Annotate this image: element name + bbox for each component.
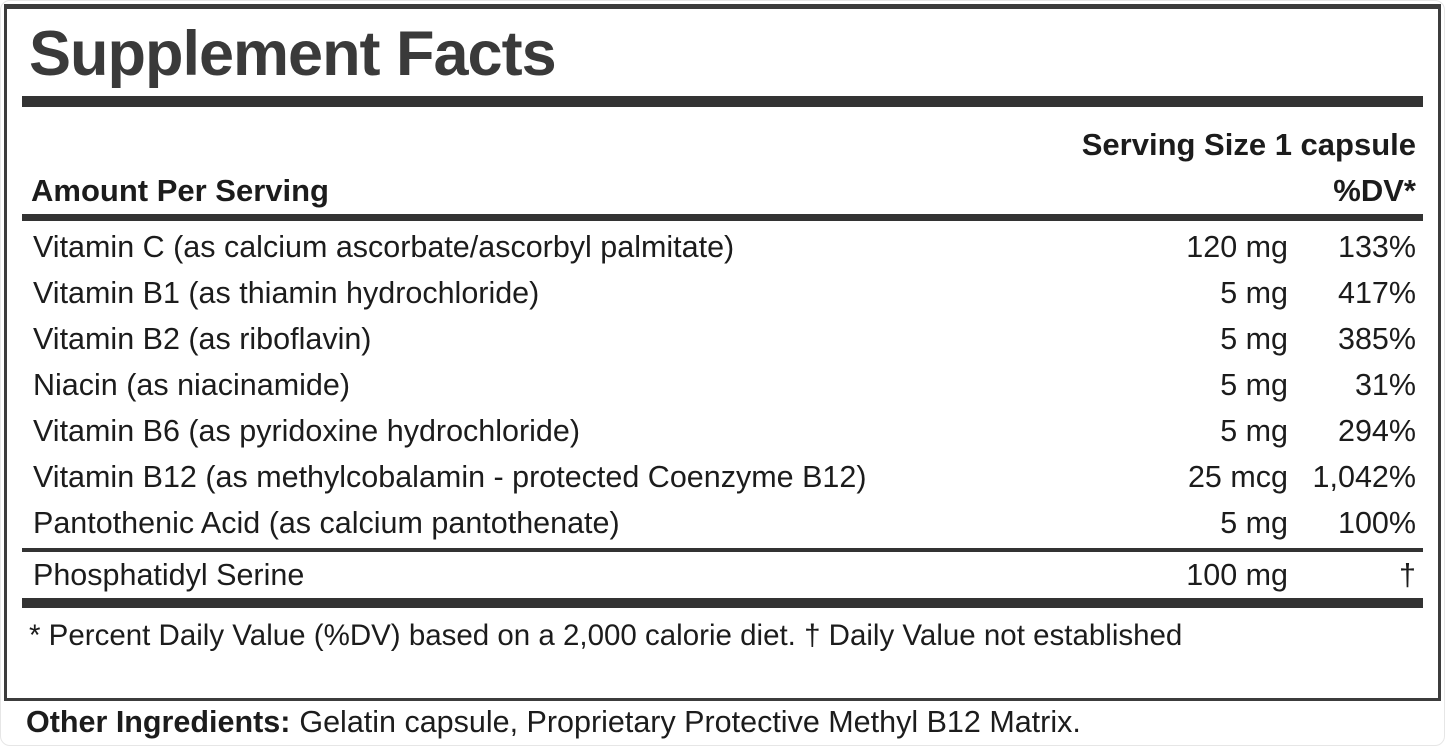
nutrient-amount: 100 mg — [1186, 558, 1288, 592]
divider-below-phosphatidyl — [22, 598, 1423, 608]
divider-under-title — [22, 96, 1423, 107]
table-row-niacin: Niacin (as niacinamide) 5 mg 31% — [27, 362, 1418, 408]
supplement-facts-panel: Supplement Facts Serving Size 1 capsule … — [4, 4, 1441, 701]
other-ingredients-line: Other Ingredients: Gelatin capsule, Propr… — [26, 703, 1426, 741]
other-ingredients-text: Gelatin capsule, Proprietary Protective … — [299, 705, 1081, 739]
nutrient-amount: 5 mg — [1220, 414, 1288, 448]
table-row-vitamin-b1: Vitamin B1 (as thiamin hydrochloride) 5 … — [27, 270, 1418, 316]
nutrient-dv: 385% — [1337, 322, 1416, 356]
table-row-pantothenic-acid: Pantothenic Acid (as calcium pantothenat… — [27, 500, 1418, 546]
nutrient-amount: 5 mg — [1220, 506, 1288, 540]
nutrient-dv: 294% — [1337, 414, 1416, 448]
nutrient-dv: 417% — [1337, 276, 1416, 310]
nutrient-dv: 133% — [1337, 230, 1416, 264]
other-ingredients-label: Other Ingredients: — [26, 705, 291, 739]
column-header-row: Amount Per Serving %DV* — [27, 173, 1418, 209]
table-row-vitamin-b6: Vitamin B6 (as pyridoxine hydrochloride)… — [27, 408, 1418, 454]
table-row-vitamin-b12: Vitamin B12 (as methylcobalamin - protec… — [27, 454, 1418, 500]
nutrient-dv: 100% — [1337, 506, 1416, 540]
table-row-vitamin-b2: Vitamin B2 (as riboflavin) 5 mg 385% — [27, 316, 1418, 362]
nutrient-name: Vitamin B1 (as thiamin hydrochloride) — [33, 276, 540, 310]
nutrient-amount: 120 mg — [1186, 230, 1288, 264]
nutrient-name: Pantothenic Acid (as calcium pantothenat… — [33, 506, 620, 540]
divider-above-phosphatidyl — [22, 548, 1423, 552]
nutrient-amount: 5 mg — [1220, 276, 1288, 310]
nutrient-amount: 25 mcg — [1187, 460, 1288, 494]
nutrient-dv: 1,042% — [1312, 460, 1416, 494]
nutrient-name: Niacin (as niacinamide) — [33, 368, 350, 402]
nutrient-name: Vitamin B6 (as pyridoxine hydrochloride) — [33, 414, 581, 448]
dagger-symbol: † — [1399, 558, 1416, 592]
nutrient-amount: 5 mg — [1220, 368, 1288, 402]
table-row-phosphatidyl-serine: Phosphatidyl Serine 100 mg † — [27, 552, 1418, 598]
nutrient-name: Vitamin C (as calcium ascorbate/ascorbyl… — [33, 230, 735, 264]
panel-title: Supplement Facts — [29, 19, 557, 89]
nutrient-rows: Vitamin C (as calcium ascorbate/ascorbyl… — [27, 224, 1418, 546]
amount-per-serving-header: Amount Per Serving — [31, 173, 329, 208]
dv-column-header: %DV* — [1333, 173, 1416, 208]
nutrient-dv: 31% — [1354, 368, 1416, 402]
nutrient-amount: 5 mg — [1220, 322, 1288, 356]
nutrient-name: Phosphatidyl Serine — [33, 558, 305, 592]
daily-value-footnote: * Percent Daily Value (%DV) based on a 2… — [29, 619, 1183, 652]
serving-size-text: Serving Size 1 capsule — [1081, 127, 1416, 162]
nutrient-name: Vitamin B2 (as riboflavin) — [33, 322, 372, 356]
nutrient-name: Vitamin B12 (as methylcobalamin - protec… — [33, 460, 867, 494]
table-row-vitamin-c: Vitamin C (as calcium ascorbate/ascorbyl… — [27, 224, 1418, 270]
divider-under-header — [22, 214, 1423, 221]
